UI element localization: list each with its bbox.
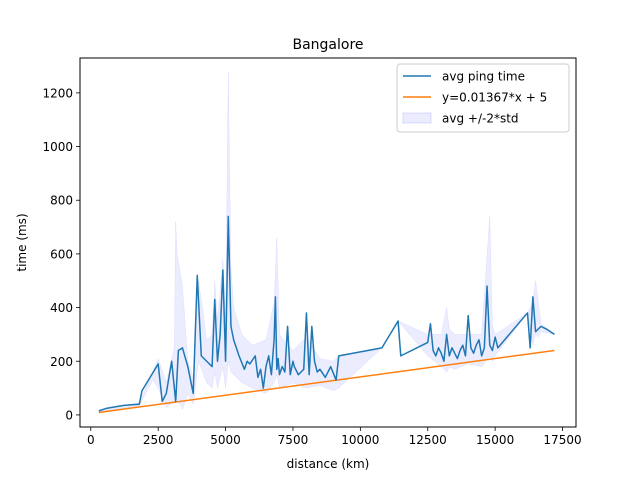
band-layer <box>98 71 555 413</box>
y-tick-label: 0 <box>65 408 73 422</box>
legend-label-fit: y=0.01367*x + 5 <box>442 91 547 105</box>
linear-fit-line <box>98 349 555 414</box>
y-axis-ticks: 0 200 400 600 800 1000 1200 <box>42 86 80 422</box>
y-tick-label: 1200 <box>42 86 73 100</box>
line-layer <box>98 215 555 414</box>
legend: avg ping time y=0.01367*x + 5 avg +/-2*s… <box>396 63 570 133</box>
chart-title: Bangalore <box>292 37 363 53</box>
legend-box <box>396 63 570 133</box>
x-tick-label: 2500 <box>143 433 174 447</box>
x-tick-label: 0 <box>87 433 95 447</box>
x-tick-label: 12500 <box>409 433 447 447</box>
x-tick-label: 10000 <box>341 433 379 447</box>
y-tick-label: 1000 <box>42 140 73 154</box>
legend-label-avg: avg ping time <box>442 70 525 84</box>
y-tick-label: 400 <box>50 301 73 315</box>
x-tick-label: 5000 <box>210 433 241 447</box>
std-band-area <box>98 71 555 413</box>
legend-label-band: avg +/-2*std <box>442 112 519 126</box>
x-axis-ticks: 0 2500 5000 7500 10000 12500 15000 17500 <box>87 427 582 447</box>
x-axis-label: distance (km) <box>287 457 370 471</box>
x-tick-label: 7500 <box>278 433 309 447</box>
y-axis-label: time (ms) <box>15 213 29 271</box>
y-tick-label: 200 <box>50 355 73 369</box>
legend-swatch-band <box>402 112 432 124</box>
x-tick-label: 15000 <box>476 433 514 447</box>
y-tick-label: 600 <box>50 247 73 261</box>
avg-ping-time-line <box>98 215 555 412</box>
plot-frame <box>79 57 577 428</box>
x-tick-label: 17500 <box>543 433 581 447</box>
y-tick-label: 800 <box>50 194 73 208</box>
